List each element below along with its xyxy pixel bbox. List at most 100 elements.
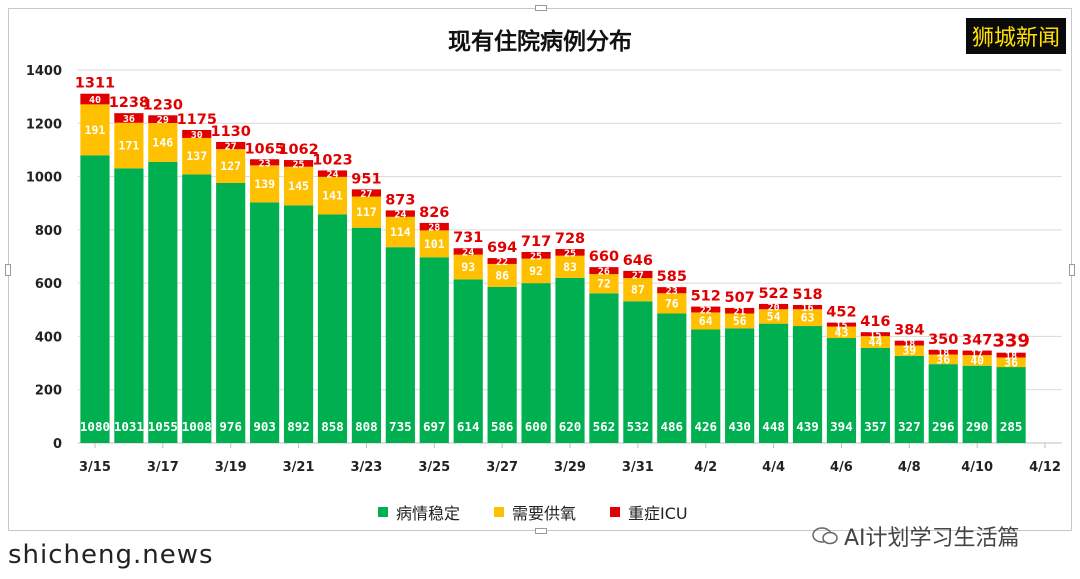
data-label-oxygen: 87 bbox=[631, 283, 645, 297]
bar-segment bbox=[114, 168, 144, 444]
bar-segment bbox=[928, 364, 958, 443]
data-label-oxygen: 101 bbox=[424, 237, 445, 251]
x-tick-label: 3/27 bbox=[486, 460, 518, 475]
legend-label-icu: 重症ICU bbox=[628, 504, 688, 523]
bar-segment bbox=[148, 123, 178, 162]
bar-segment bbox=[216, 182, 246, 444]
bar-segment bbox=[860, 347, 890, 443]
data-label-icu: 23 bbox=[666, 286, 678, 297]
bar-segment bbox=[453, 248, 483, 255]
bar-segment bbox=[385, 210, 415, 217]
x-tick-label: 3/23 bbox=[350, 460, 382, 475]
total-label: 1065 bbox=[244, 141, 284, 157]
x-tick-label: 3/25 bbox=[418, 460, 450, 475]
bar-segment bbox=[419, 230, 449, 258]
data-label-icu: 17 bbox=[971, 349, 983, 360]
resize-handle-right[interactable] bbox=[1069, 264, 1075, 276]
data-label-oxygen: 141 bbox=[322, 189, 343, 203]
data-label-stable: 858 bbox=[321, 419, 344, 434]
data-label-icu: 22 bbox=[496, 257, 508, 268]
data-label-stable: 1080 bbox=[80, 419, 110, 434]
y-tick-label: 0 bbox=[53, 437, 62, 452]
brand-logo: 狮城新闻 bbox=[965, 18, 1066, 54]
total-label: 1130 bbox=[211, 124, 251, 140]
legend-swatch-stable bbox=[378, 507, 388, 517]
bar-segment bbox=[657, 293, 687, 314]
bar-segment bbox=[962, 365, 992, 443]
data-label-stable: 562 bbox=[593, 419, 616, 434]
bar-segment bbox=[521, 251, 551, 259]
data-label-stable: 327 bbox=[898, 419, 921, 434]
data-label-oxygen: 64 bbox=[699, 314, 713, 328]
bar-segment bbox=[657, 287, 687, 294]
data-label-stable: 430 bbox=[728, 419, 751, 434]
data-label-icu: 18 bbox=[937, 348, 949, 359]
data-label-icu: 25 bbox=[564, 248, 576, 259]
bar-segment bbox=[555, 277, 585, 443]
total-label: 717 bbox=[521, 234, 551, 250]
bar-segment bbox=[216, 141, 246, 150]
total-label: 522 bbox=[758, 286, 788, 302]
data-label-oxygen: 86 bbox=[495, 268, 509, 282]
bar-segment bbox=[928, 349, 958, 355]
bar-segment bbox=[351, 196, 382, 228]
data-label-stable: 892 bbox=[287, 419, 310, 434]
data-label-icu: 28 bbox=[428, 223, 440, 234]
data-label-stable: 532 bbox=[627, 419, 650, 434]
resize-handle-left[interactable] bbox=[5, 264, 11, 276]
data-label-icu: 25 bbox=[530, 251, 542, 262]
data-label-oxygen: 191 bbox=[85, 123, 106, 137]
data-label-oxygen: 40 bbox=[970, 353, 984, 367]
bar-segment bbox=[385, 247, 415, 443]
resize-handle-top[interactable] bbox=[535, 5, 547, 11]
x-tick-label: 4/2 bbox=[694, 460, 717, 475]
data-label-stable: 426 bbox=[694, 419, 717, 434]
bar-segment bbox=[351, 189, 382, 197]
x-tick-label: 3/15 bbox=[79, 460, 111, 475]
total-label: 694 bbox=[487, 240, 517, 256]
total-label: 507 bbox=[725, 290, 755, 306]
data-label-stable: 1055 bbox=[148, 419, 178, 434]
legend: 病情稳定 需要供氧 重症ICU bbox=[378, 500, 688, 524]
bar-segment bbox=[283, 205, 314, 443]
data-label-icu: 21 bbox=[734, 307, 746, 318]
total-label: 512 bbox=[691, 289, 721, 305]
data-label-oxygen: 36 bbox=[1004, 355, 1018, 369]
data-label-stable: 296 bbox=[932, 419, 955, 434]
data-label-oxygen: 171 bbox=[119, 139, 140, 153]
bar-segment bbox=[317, 170, 348, 177]
bar-segment bbox=[216, 149, 246, 183]
total-label: 1230 bbox=[143, 97, 183, 113]
x-tick-label: 3/21 bbox=[283, 460, 315, 475]
data-label-oxygen: 114 bbox=[390, 225, 411, 239]
data-label-oxygen: 83 bbox=[563, 260, 577, 274]
data-label-icu: 24 bbox=[462, 247, 474, 258]
total-label: 646 bbox=[623, 253, 653, 269]
data-label-oxygen: 145 bbox=[288, 179, 309, 193]
y-tick-label: 1200 bbox=[26, 117, 62, 132]
bar-segment bbox=[725, 313, 755, 329]
x-tick-label: 4/6 bbox=[830, 460, 853, 475]
bar-segment bbox=[114, 113, 144, 123]
total-label: 585 bbox=[657, 269, 687, 285]
bar-segment bbox=[894, 345, 924, 356]
data-label-icu: 15 bbox=[835, 321, 847, 332]
data-label-stable: 1031 bbox=[114, 419, 144, 434]
data-label-stable: 600 bbox=[525, 419, 548, 434]
total-label: 1062 bbox=[278, 142, 318, 158]
bar-segment bbox=[691, 329, 721, 443]
data-label-oxygen: 137 bbox=[186, 149, 207, 163]
bar-segment bbox=[589, 293, 619, 443]
data-label-icu: 40 bbox=[89, 95, 101, 106]
bar-segment bbox=[453, 254, 483, 280]
x-tick-label: 3/17 bbox=[147, 460, 179, 475]
total-label: 350 bbox=[928, 332, 958, 348]
bar-segment bbox=[521, 258, 551, 284]
data-label-stable: 586 bbox=[491, 419, 514, 434]
data-label-icu: 27 bbox=[360, 189, 372, 200]
legend-swatch-icu bbox=[610, 507, 621, 517]
data-label-stable: 614 bbox=[457, 419, 480, 434]
bar-segment bbox=[725, 307, 755, 314]
legend-item-oxygen: 需要供氧 bbox=[494, 500, 576, 524]
resize-handle-bottom[interactable] bbox=[535, 528, 547, 534]
